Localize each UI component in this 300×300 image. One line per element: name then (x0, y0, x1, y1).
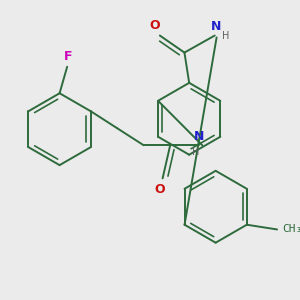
Text: O: O (154, 183, 165, 196)
Text: H: H (192, 147, 200, 157)
Text: O: O (150, 19, 160, 32)
Text: N: N (194, 130, 205, 143)
Text: CH₃: CH₃ (282, 224, 300, 235)
Text: F: F (64, 50, 72, 63)
Text: N: N (211, 20, 221, 33)
Text: H: H (222, 32, 230, 41)
